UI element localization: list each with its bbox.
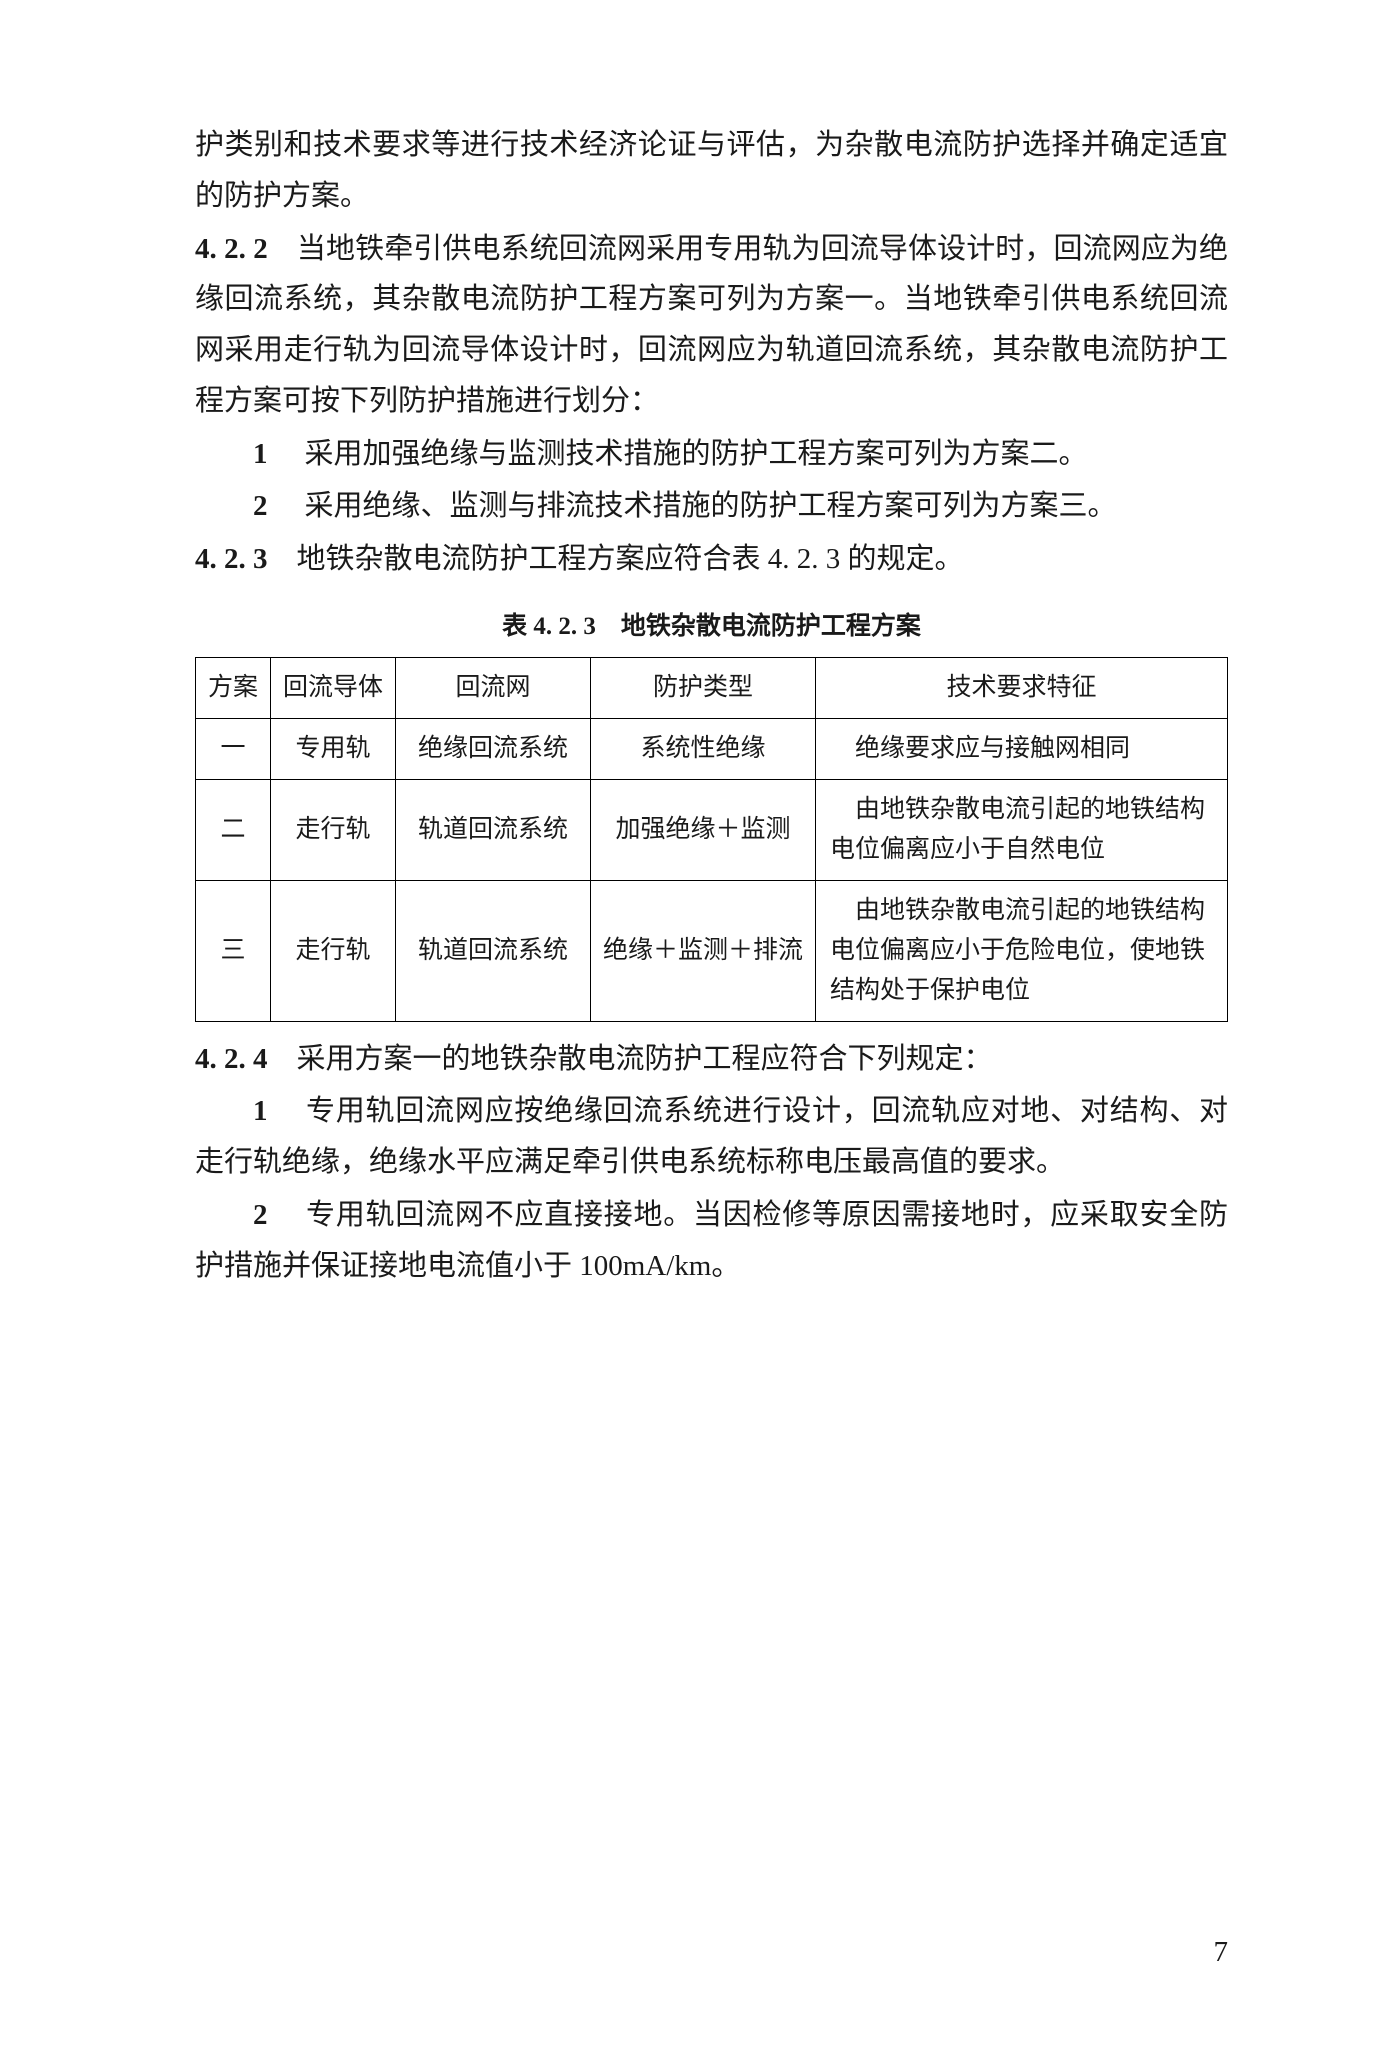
cell-plan: 三 [196,880,271,1021]
th-plan: 方案 [196,657,271,718]
cell-feature: 由地铁杂散电流引起的地铁结构电位偏离应小于自然电位 [816,779,1228,880]
th-feature: 技术要求特征 [816,657,1228,718]
section-423-text: 地铁杂散电流防护工程方案应符合表 4. 2. 3 的规定。 [268,543,964,575]
cell-feature: 绝缘要求应与接触网相同 [816,718,1228,779]
table-caption: 表 4. 2. 3 地铁杂散电流防护工程方案 [195,605,1228,649]
table-row: 一 专用轨 绝缘回流系统 系统性绝缘 绝缘要求应与接触网相同 [196,718,1228,779]
section-423: 4. 2. 3 地铁杂散电流防护工程方案应符合表 4. 2. 3 的规定。 [195,534,1228,585]
section-424-num: 4. 2. 4 [195,1043,268,1075]
item2-num: 2 [253,490,268,522]
section-424-text: 采用方案一的地铁杂散电流防护工程应符合下列规定： [268,1043,993,1075]
cell-conductor: 走行轨 [271,779,396,880]
cell-network: 绝缘回流系统 [396,718,591,779]
table-header-row: 方案 回流导体 回流网 防护类型 技术要求特征 [196,657,1228,718]
cell-type: 加强绝缘＋监测 [591,779,816,880]
section-422-item1: 1 采用加强绝缘与监测技术措施的防护工程方案可列为方案二。 [195,429,1228,480]
cell-type: 绝缘＋监测＋排流 [591,880,816,1021]
section-422-text: 当地铁牵引供电系统回流网采用专用轨为回流导体设计时，回流网应为绝缘回流系统，其杂… [195,233,1228,417]
item1-num: 1 [253,438,268,470]
cell-type: 系统性绝缘 [591,718,816,779]
item1-text: 专用轨回流网应按绝缘回流系统进行设计，回流轨应对地、对结构、对走行轨绝缘，绝缘水… [195,1095,1228,1178]
cell-plan: 二 [196,779,271,880]
table-row: 三 走行轨 轨道回流系统 绝缘＋监测＋排流 由地铁杂散电流引起的地铁结构电位偏离… [196,880,1228,1021]
section-424-item2: 2 专用轨回流网不应直接接地。当因检修等原因需接地时，应采取安全防护措施并保证接… [195,1190,1228,1292]
th-conductor: 回流导体 [271,657,396,718]
cell-conductor: 走行轨 [271,880,396,1021]
protection-plan-table: 方案 回流导体 回流网 防护类型 技术要求特征 一 专用轨 绝缘回流系统 系统性… [195,657,1228,1022]
item2-num: 2 [253,1199,268,1231]
section-422-num: 4. 2. 2 [195,233,268,265]
cell-conductor: 专用轨 [271,718,396,779]
page-number: 7 [1214,1927,1229,1978]
item2-text: 采用绝缘、监测与排流技术措施的防护工程方案可列为方案三。 [276,490,1117,522]
section-422-item2: 2 采用绝缘、监测与排流技术措施的防护工程方案可列为方案三。 [195,481,1228,532]
th-type: 防护类型 [591,657,816,718]
cell-network: 轨道回流系统 [396,779,591,880]
cell-feature: 由地铁杂散电流引起的地铁结构电位偏离应小于危险电位，使地铁结构处于保护电位 [816,880,1228,1021]
intro-paragraph: 护类别和技术要求等进行技术经济论证与评估，为杂散电流防护选择并确定适宜的防护方案… [195,120,1228,222]
item1-text: 采用加强绝缘与监测技术措施的防护工程方案可列为方案二。 [276,438,1088,470]
section-424-item1: 1 专用轨回流网应按绝缘回流系统进行设计，回流轨应对地、对结构、对走行轨绝缘，绝… [195,1086,1228,1188]
item2-text: 专用轨回流网不应直接接地。当因检修等原因需接地时，应采取安全防护措施并保证接地电… [195,1199,1228,1282]
cell-plan: 一 [196,718,271,779]
th-network: 回流网 [396,657,591,718]
intro-text: 护类别和技术要求等进行技术经济论证与评估，为杂散电流防护选择并确定适宜的防护方案… [195,129,1228,212]
section-423-num: 4. 2. 3 [195,543,268,575]
item1-num: 1 [253,1095,268,1127]
section-424: 4. 2. 4 采用方案一的地铁杂散电流防护工程应符合下列规定： [195,1034,1228,1085]
cell-network: 轨道回流系统 [396,880,591,1021]
table-row: 二 走行轨 轨道回流系统 加强绝缘＋监测 由地铁杂散电流引起的地铁结构电位偏离应… [196,779,1228,880]
section-422: 4. 2. 2 当地铁牵引供电系统回流网采用专用轨为回流导体设计时，回流网应为绝… [195,224,1228,427]
